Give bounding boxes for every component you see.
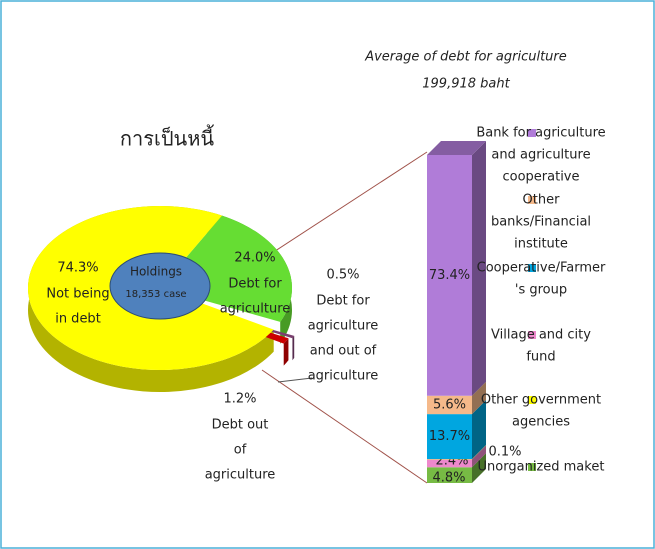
pie-value-label: 74.3% [57,261,98,276]
legend-label: institute [514,237,568,252]
pie-value-label: 24.0% [234,251,275,266]
legend-label: and agriculture [491,148,590,163]
bar-value-label: 73.4% [429,268,470,283]
legend-swatch [528,264,536,272]
bar-value-label: 5.6% [433,397,466,412]
pie-title: การเป็นหนี้ [120,125,214,151]
pie-value-label: 1.2% [223,392,256,407]
legend-swatch [528,196,536,204]
pie-category-label: agriculture [308,369,379,384]
pie-category-label: and out of [310,344,377,359]
bar-value-label: 4.8% [432,471,465,486]
bar-segment [427,467,472,483]
legend-label: Bank for agriculture [476,126,605,141]
bar-segment [427,395,472,415]
bar-segment-side [472,400,486,460]
bar-top [427,141,486,155]
pie-category-label: of [234,443,247,458]
pie-value-label: 0.5% [326,268,359,283]
bar-segment-side [472,445,486,460]
legend-label: cooperative [502,170,579,185]
pie-category-label: Debt for [228,277,282,292]
center-label: 18,353 case [125,289,186,300]
legend-label: Other [523,193,561,208]
bar-title: Average of debt for agriculture [364,50,567,65]
legend-label: Other government [481,393,601,408]
bar-value-label: 0.1% [488,445,521,460]
legend-swatch [528,331,536,339]
pie-category-label: agriculture [220,302,291,317]
legend-label: Cooperative/Farmer [477,261,606,276]
bar-segment [427,155,472,396]
legend-swatch [528,396,536,404]
bar-segment-side [472,381,486,415]
center-label: Holdings [130,265,182,279]
bar-segment [427,414,472,460]
connector [261,369,428,484]
legend-label: banks/Financial [491,215,591,230]
bar-subtitle: 199,918 baht [422,77,510,92]
legend-label: 's group [515,283,567,298]
legend-label: agencies [512,415,570,430]
pie-slice-side [292,335,295,361]
bar-segment [427,459,472,468]
legend-swatch [528,129,536,137]
bar-segment-side [472,445,486,468]
pie-category-label: Debt for [316,294,370,309]
bar-segment-side [472,453,486,483]
legend-label: Village and city [491,328,591,343]
pie-category-label: Debt out [212,418,269,433]
pie-slice-side [283,338,289,366]
pie-category-label: in debt [55,312,101,327]
bar-value-label: 13.7% [429,429,470,444]
legend-swatch [528,463,536,471]
legend-label: Unorganized maket [478,460,605,475]
center-badge [109,252,211,320]
bar-segment-side [472,141,486,396]
legend-label: fund [526,350,555,365]
pie-category-label: Not being [46,287,109,302]
leader [277,377,313,383]
pie-category-label: agriculture [308,319,379,334]
pie-category-label: agriculture [205,468,276,483]
